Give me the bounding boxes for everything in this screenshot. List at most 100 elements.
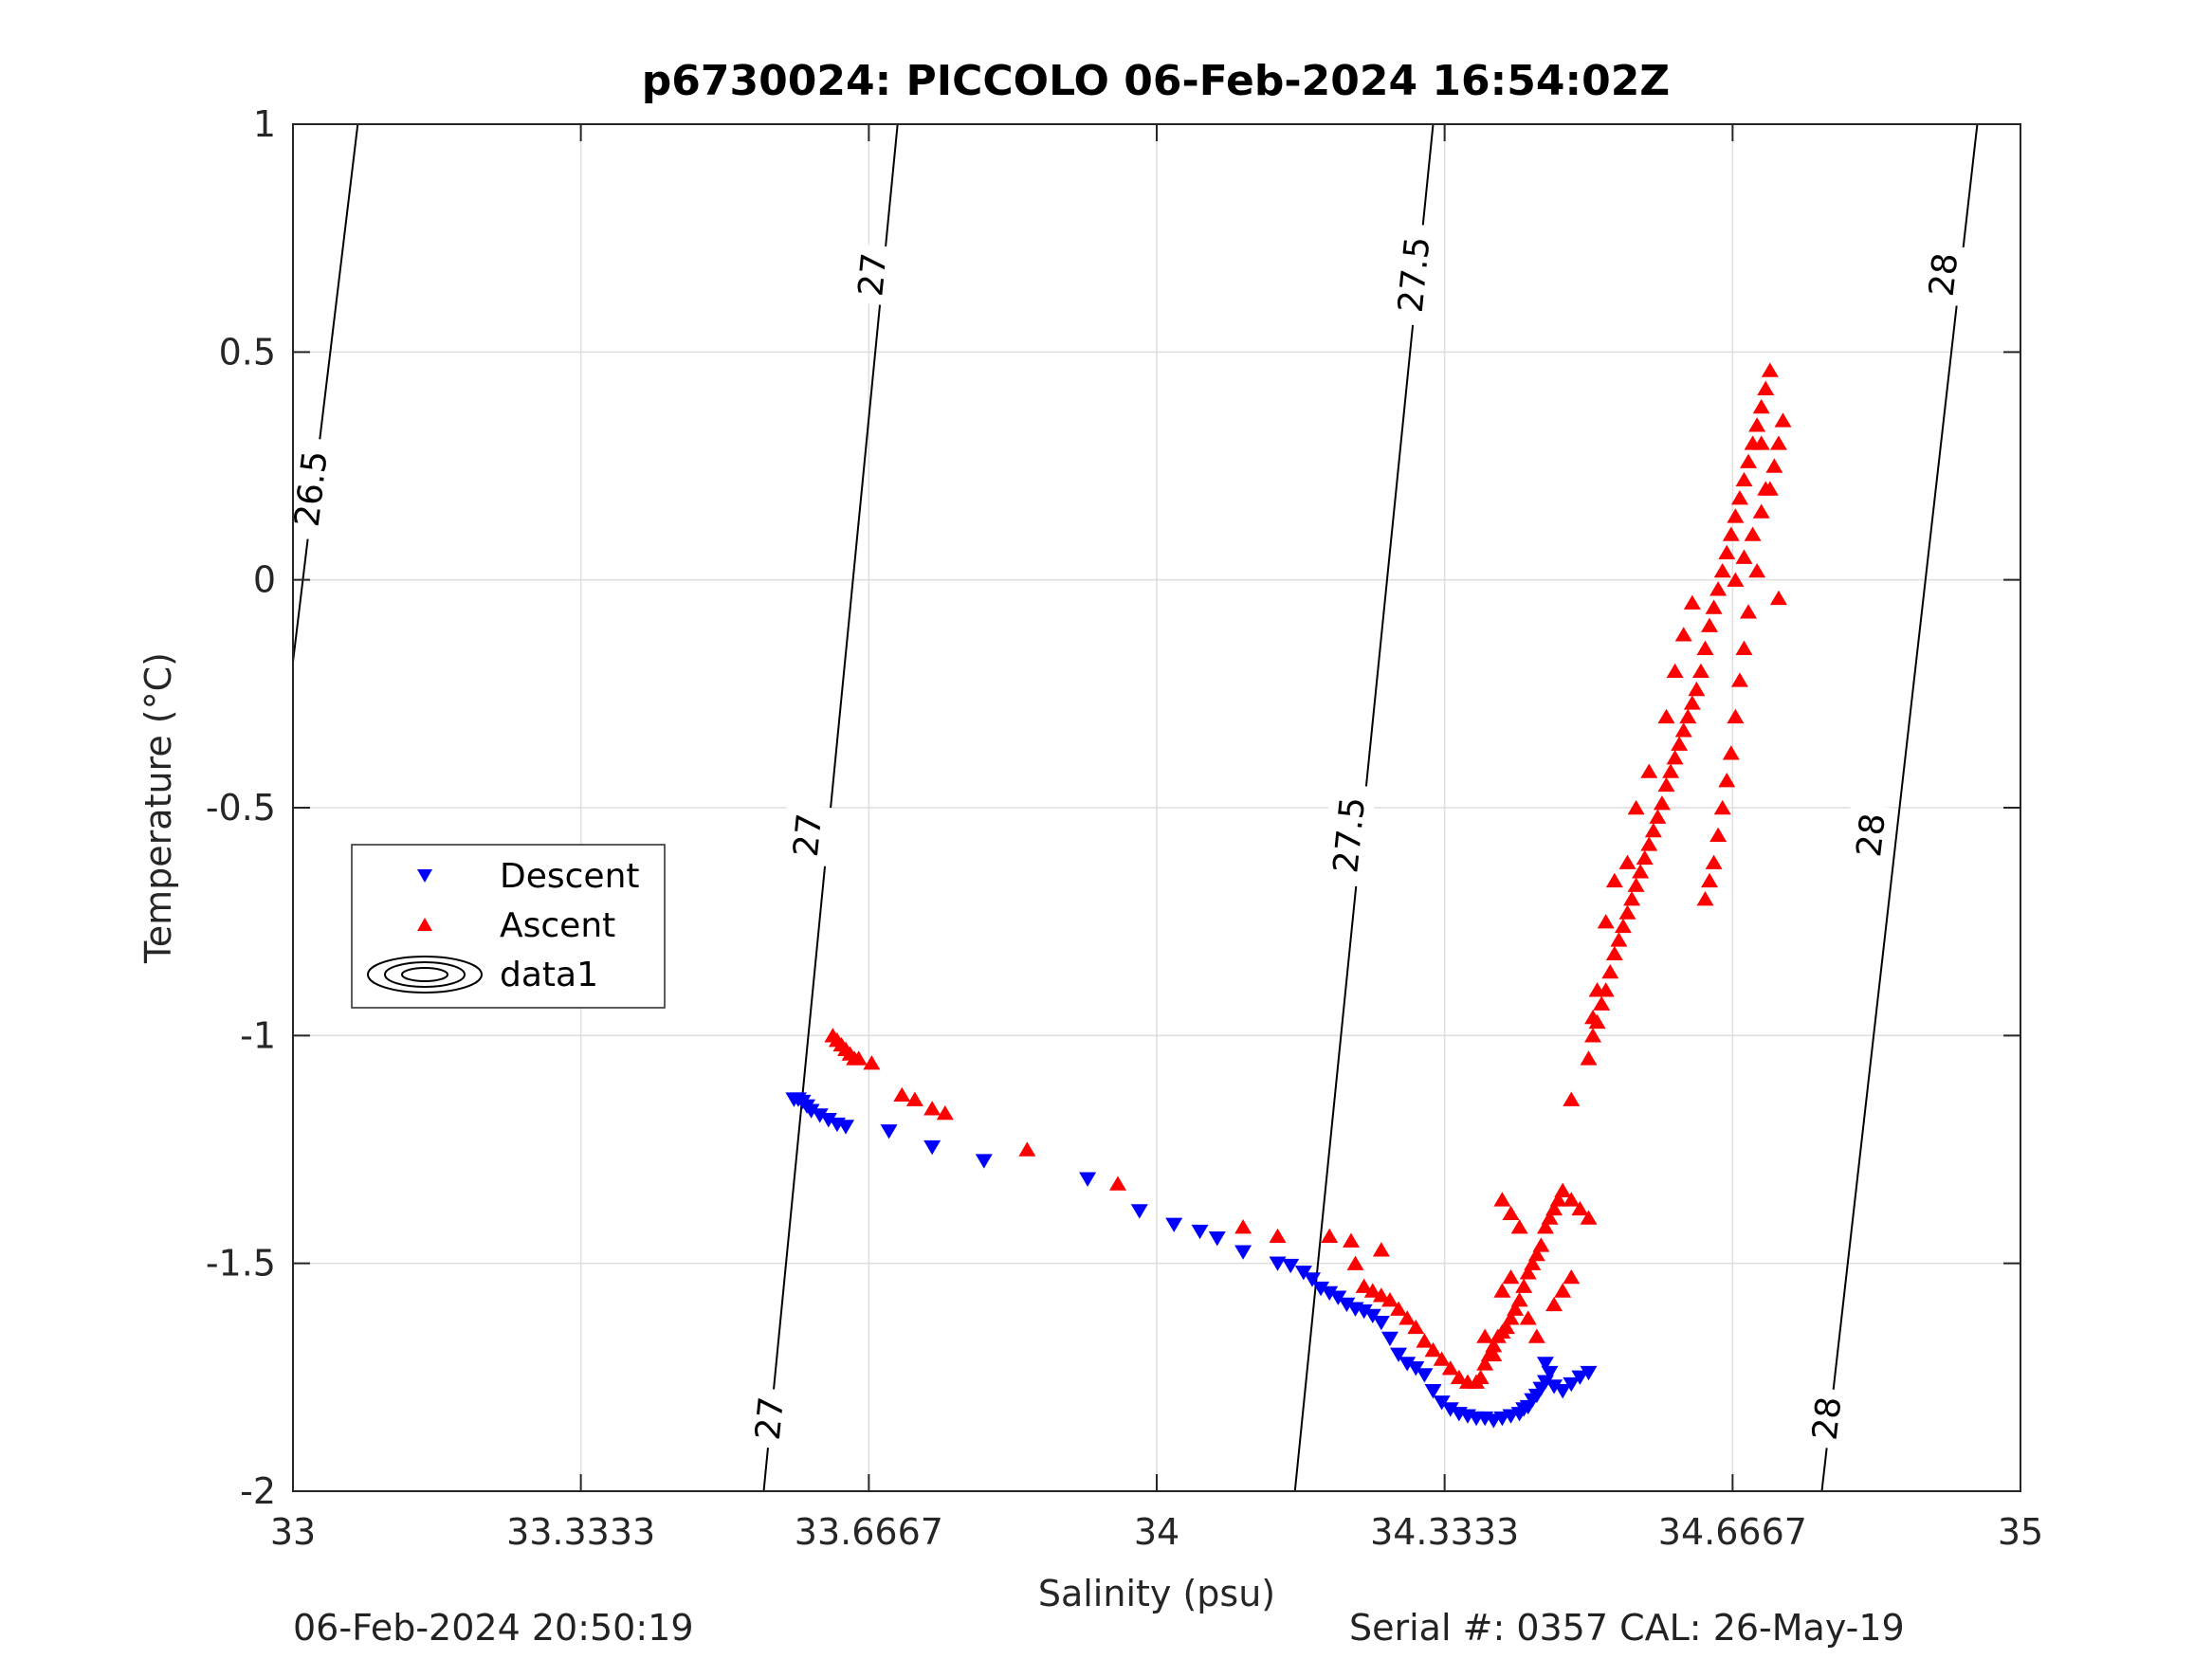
descent-point <box>1424 1384 1442 1399</box>
ascent-point <box>1398 1310 1417 1325</box>
ascent-point <box>1640 763 1658 778</box>
ascent-point <box>1649 809 1667 824</box>
descent-point <box>923 1139 941 1156</box>
contour-label-bg <box>282 436 339 542</box>
descent-point <box>811 1108 829 1123</box>
descent-point <box>1165 1217 1183 1232</box>
descent-point <box>1282 1258 1300 1274</box>
descent-point <box>1312 1281 1330 1297</box>
ascent-point <box>1679 708 1697 724</box>
ascent-point <box>893 1086 911 1103</box>
descent-point <box>1079 1172 1097 1187</box>
contour-label-bg <box>1321 782 1377 887</box>
ascent-point <box>1683 695 1701 710</box>
descent-series <box>785 1092 1598 1429</box>
ascent-series <box>824 362 1792 1389</box>
ascent-point <box>1584 1010 1602 1025</box>
ascent-point <box>1563 1192 1581 1207</box>
ascent-point <box>1730 490 1748 505</box>
ascent-point <box>1735 471 1753 487</box>
ascent-point <box>1527 1328 1545 1343</box>
descent-point <box>1580 1365 1598 1381</box>
footer-timestamp: 06-Feb-2024 20:50:19 <box>293 1607 694 1649</box>
descent-point <box>1398 1357 1417 1372</box>
ascent-point <box>1450 1369 1468 1385</box>
ascent-point <box>1563 1091 1581 1106</box>
ascent-point <box>1554 1182 1572 1197</box>
x-tick-label: 34.6667 <box>1658 1511 1807 1553</box>
ascent-point <box>1740 453 1758 468</box>
y-tick-label: -2 <box>240 1470 276 1512</box>
x-tick-label: 33.6667 <box>795 1511 943 1553</box>
ascent-point <box>863 1055 881 1070</box>
ascent-point <box>1730 672 1748 687</box>
ascent-point <box>1416 1333 1434 1348</box>
ascent-point <box>1497 1319 1515 1335</box>
density-contour-line <box>292 123 359 663</box>
ascent-point <box>1424 1341 1442 1358</box>
ascent-point <box>1752 435 1770 450</box>
ascent-point <box>1705 599 1723 614</box>
legend-descent-marker <box>417 869 432 883</box>
y-tick-label: 1 <box>253 103 276 145</box>
y-tick-label: -0.5 <box>206 787 276 829</box>
chart-title: p6730024: PICCOLO 06-Feb-2024 16:54:02Z <box>642 57 1670 105</box>
x-axis-label: Salinity (psu) <box>1038 1573 1275 1614</box>
contour-label: 27 <box>749 1395 792 1442</box>
ascent-point <box>1390 1301 1408 1316</box>
ascent-point <box>1727 708 1745 724</box>
descent-point <box>1416 1368 1434 1383</box>
ascent-point <box>1493 1283 1511 1298</box>
ascent-point <box>1727 572 1745 587</box>
ascent-point <box>1671 736 1689 751</box>
contour-label-bg <box>1800 1386 1853 1450</box>
descent-point <box>880 1124 898 1139</box>
ascent-point <box>1532 1237 1550 1252</box>
ascent-point <box>1691 663 1709 678</box>
ascent-point <box>1636 849 1654 866</box>
contour-label: 28 <box>1806 1395 1850 1442</box>
ascent-point <box>1757 481 1775 496</box>
ascent-point <box>1761 362 1779 377</box>
ascent-point <box>1554 1283 1572 1298</box>
x-tick-label: 35 <box>1998 1511 2043 1553</box>
ascent-point <box>1752 398 1770 414</box>
ascent-point <box>1485 1346 1503 1361</box>
descent-point <box>1390 1347 1408 1362</box>
ascent-point <box>1510 1292 1528 1307</box>
ascent-point <box>1632 864 1650 879</box>
descent-point <box>1433 1395 1451 1411</box>
ascent-point <box>1601 963 1619 979</box>
descent-point <box>1191 1224 1209 1240</box>
legend-ascent-marker <box>417 918 432 931</box>
x-tick-label: 33.3333 <box>506 1511 655 1553</box>
ascent-point <box>1765 458 1783 473</box>
contour-label: 27.5 <box>1392 235 1438 315</box>
ascent-point <box>1584 1028 1602 1043</box>
ascent-point <box>1757 380 1775 395</box>
y-axis-label: Temperature (°C) <box>137 652 179 964</box>
descent-point <box>1554 1384 1572 1399</box>
ascent-point <box>1701 617 1719 632</box>
ascent-point <box>1519 1265 1537 1280</box>
ascent-point <box>1605 945 1623 961</box>
descent-point <box>1303 1272 1321 1287</box>
ascent-point <box>1722 745 1740 760</box>
ascent-point <box>1769 590 1787 606</box>
contour-label-bg <box>1916 243 1969 307</box>
ascent-point <box>1510 1219 1528 1234</box>
ascent-point <box>1614 918 1632 934</box>
ascent-point <box>1752 503 1770 519</box>
ascent-point <box>1545 1296 1563 1312</box>
ascent-point <box>1407 1319 1425 1335</box>
ascent-point <box>1502 1310 1520 1325</box>
ascent-point <box>1580 1210 1598 1225</box>
ascent-point <box>1519 1310 1537 1325</box>
contour-label-bg <box>846 243 898 306</box>
ascent-point <box>1549 1192 1567 1207</box>
ascent-point <box>1234 1219 1252 1234</box>
descent-point <box>1208 1231 1226 1247</box>
legend: Descent Ascent data1 <box>351 844 666 1009</box>
axes: 33 33.3333 33.6667 34 34.3333 34.6667 35 -2 -1.5… <box>206 103 2043 1553</box>
